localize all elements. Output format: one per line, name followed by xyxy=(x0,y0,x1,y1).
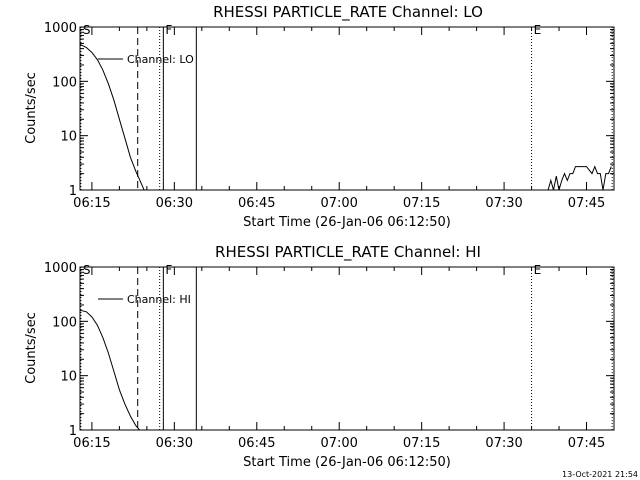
chart-1-series-line-0 xyxy=(79,43,147,191)
legend-hi: Channel: HI xyxy=(98,293,191,306)
chart-2-x-tick-label-2: 06:45 xyxy=(238,436,275,451)
chart-1-y-tick-label-1: 10 xyxy=(60,130,77,145)
chart-1-x-tick-label-2: 06:45 xyxy=(238,196,275,211)
chart-2-x-tick-label-4: 07:15 xyxy=(403,436,440,451)
chart-1-x-tick-label-4: 07:15 xyxy=(403,196,440,211)
footer-timestamp: 13-Oct-2021 21:54 xyxy=(562,470,638,479)
chart-2-event-label-5: E xyxy=(534,263,542,277)
chart-2-series-line-0 xyxy=(79,309,142,431)
chart-title-hi: RHESSI PARTICLE_RATE Channel: HI xyxy=(215,243,481,262)
chart-2-y-tick-label-3: 1000 xyxy=(44,261,77,276)
chart-1-event-label-0: S xyxy=(83,23,91,37)
plot-frame-lo xyxy=(79,26,615,191)
chart-title-lo: RHESSI PARTICLE_RATE Channel: LO xyxy=(213,3,483,22)
chart-2-x-tick-label-5: 07:30 xyxy=(485,436,522,451)
legend-entry-lo: Channel: LO xyxy=(127,53,194,66)
chart-1-x-tick-label-1: 06:30 xyxy=(156,196,193,211)
chart-1-x-tick-label-6: 07:45 xyxy=(568,196,605,211)
x-axis-label-hi: Start Time (26-Jan-06 06:12:50) xyxy=(243,455,451,470)
chart-1-event-label-5: E xyxy=(534,23,542,37)
legend-lo: Channel: LO xyxy=(98,53,194,66)
y-axis-label-hi: Counts/sec xyxy=(24,312,39,384)
chart-2-x-tick-label-0: 06:15 xyxy=(73,436,110,451)
legend-entry-hi: Channel: HI xyxy=(127,293,191,306)
chart-1-x-tick-label-3: 07:00 xyxy=(320,196,357,211)
y-axis-label-lo: Counts/sec xyxy=(24,72,39,144)
chart-1-y-tick-label-3: 1000 xyxy=(44,21,77,36)
chart-1-y-tick-label-2: 100 xyxy=(52,75,77,90)
chart-2-y-tick-label-2: 100 xyxy=(52,315,77,330)
chart-2-event-label-0: S xyxy=(83,263,91,277)
chart-1-x-tick-label-0: 06:15 xyxy=(73,196,110,211)
chart-2-x-tick-label-6: 07:45 xyxy=(568,436,605,451)
chart-1-y-tick-label-0: 1 xyxy=(69,184,77,199)
chart-1-series-line-1 xyxy=(547,165,612,191)
chart-2-event-label-3: F xyxy=(165,263,172,277)
chart-1-event-label-3: F xyxy=(165,23,172,37)
x-axis-label-lo: Start Time (26-Jan-06 06:12:50) xyxy=(243,215,451,230)
chart-2-x-tick-label-1: 06:30 xyxy=(156,436,193,451)
chart-2-y-tick-label-0: 1 xyxy=(69,424,77,439)
plot-frame-hi xyxy=(79,266,615,431)
chart-2-y-tick-label-1: 10 xyxy=(60,370,77,385)
chart-panel-hi: RHESSI PARTICLE_RATE Channel: HI 06:15 06… xyxy=(24,243,615,470)
chart-panel-lo: RHESSI PARTICLE_RATE Channel: LO 06:15 06… xyxy=(24,3,615,230)
chart-1-x-tick-label-5: 07:30 xyxy=(485,196,522,211)
chart-2-x-tick-label-3: 07:00 xyxy=(320,436,357,451)
